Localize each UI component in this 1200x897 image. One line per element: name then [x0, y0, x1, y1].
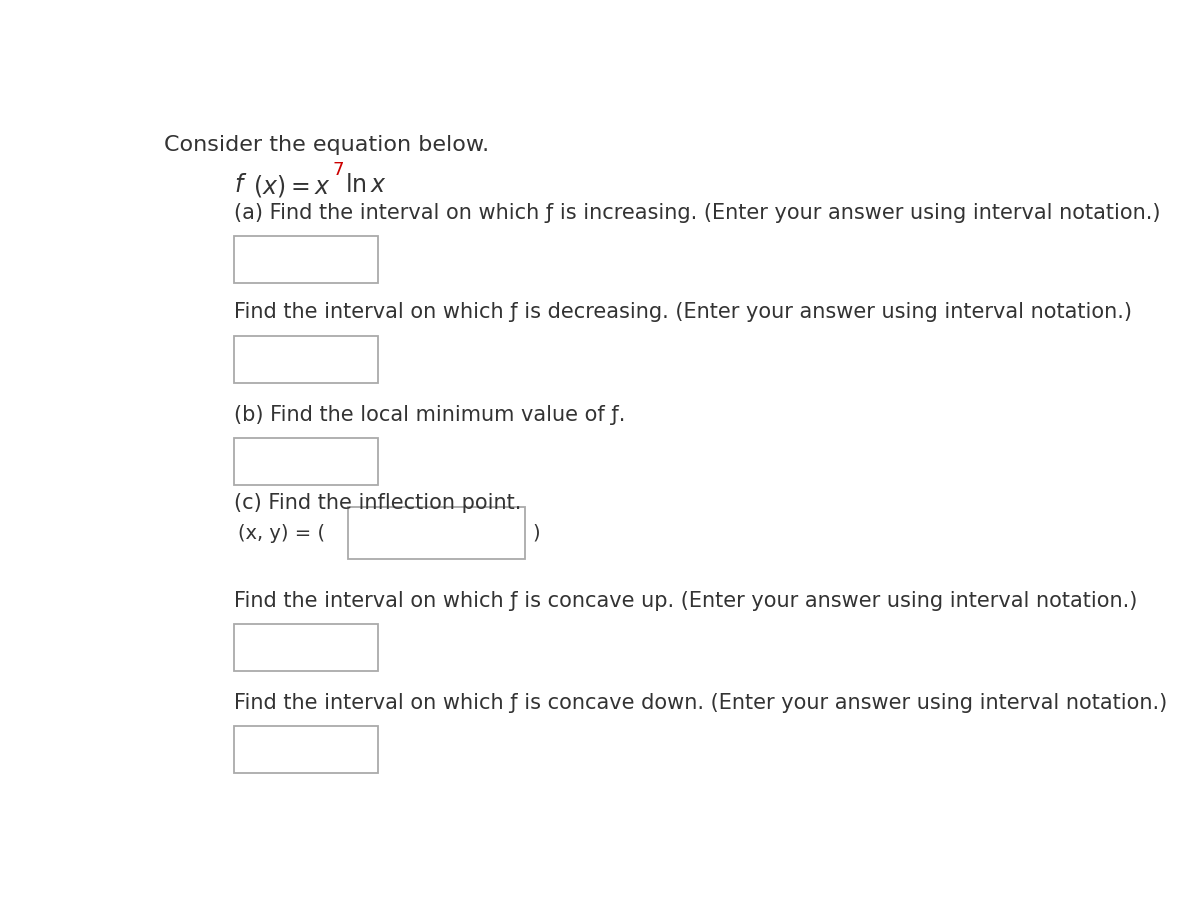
Text: Consider the equation below.: Consider the equation below.: [164, 135, 490, 155]
Bar: [234, 624, 378, 671]
Text: $7$: $7$: [332, 161, 344, 179]
Text: (x, y) = (: (x, y) = (: [239, 524, 325, 543]
Bar: [234, 438, 378, 484]
Text: (a) Find the interval on which ƒ is increasing. (Enter your answer using interva: (a) Find the interval on which ƒ is incr…: [234, 203, 1160, 223]
Text: $\ln x$: $\ln x$: [346, 173, 386, 197]
Bar: [348, 507, 524, 559]
Text: Find the interval on which ƒ is concave up. (Enter your answer using interval no: Find the interval on which ƒ is concave …: [234, 591, 1138, 611]
Text: Find the interval on which ƒ is decreasing. (Enter your answer using interval no: Find the interval on which ƒ is decreasi…: [234, 302, 1132, 322]
Text: Find the interval on which ƒ is concave down. (Enter your answer using interval : Find the interval on which ƒ is concave …: [234, 693, 1166, 713]
Bar: [234, 236, 378, 283]
Text: $(x) = x$: $(x) = x$: [253, 173, 331, 199]
Bar: [234, 727, 378, 773]
Bar: [234, 335, 378, 382]
Text: $f$: $f$: [234, 173, 247, 197]
Text: (c) Find the inflection point.: (c) Find the inflection point.: [234, 493, 521, 513]
Text: ): ): [533, 524, 540, 543]
Text: (b) Find the local minimum value of ƒ.: (b) Find the local minimum value of ƒ.: [234, 405, 625, 424]
